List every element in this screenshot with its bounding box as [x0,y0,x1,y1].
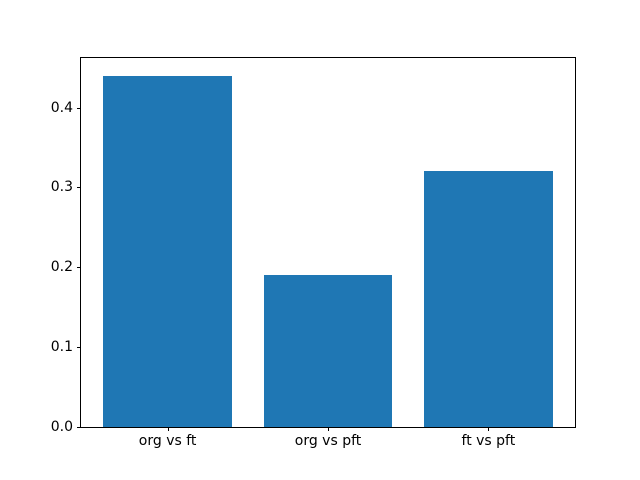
y-tick-mark [77,267,81,269]
y-tick-label: 0.3 [50,179,73,196]
x-tick-mark [488,427,490,431]
x-tick-mark [328,427,329,431]
x-tick-mark [167,427,169,431]
y-tick-mark [77,347,81,349]
y-tick-label: 0.1 [50,339,73,356]
y-tick-label: 0.4 [50,99,73,116]
y-tick-label: 0.0 [50,419,73,435]
x-tick-label: org vs pft [294,433,362,449]
x-tick-label: ft vs pft [461,433,516,449]
bar [424,171,553,427]
plot-area: org vs ft org vs pft ft vs pft 0.0 0.1 0.2 0.3… [51,57,576,448]
y-tick-mark [77,107,81,109]
y-tick-label: 0.2 [50,259,73,276]
y-tick-mark [77,427,81,428]
y-tick-mark [77,187,81,189]
bar [263,275,393,427]
x-tick-label: org vs ft [138,433,197,449]
bar [103,75,232,427]
